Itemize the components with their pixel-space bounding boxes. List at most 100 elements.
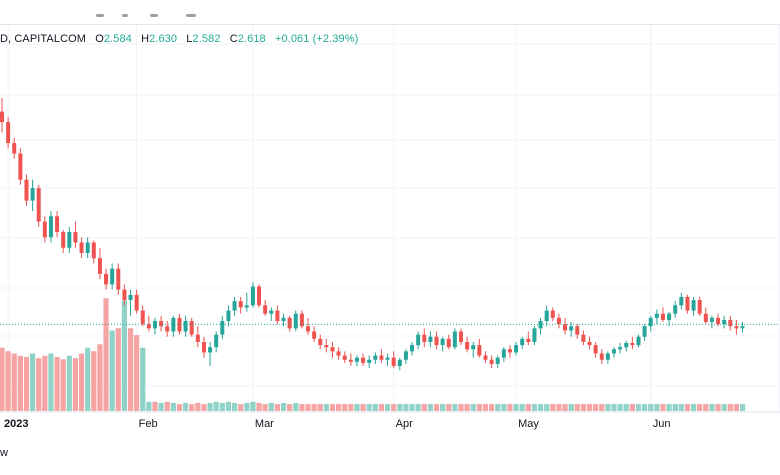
candle-body	[465, 341, 470, 350]
toolbar-icon[interactable]	[186, 14, 196, 17]
candle-body	[330, 347, 335, 352]
candle-body	[232, 301, 237, 311]
volume-bar	[440, 404, 446, 411]
volume-bar	[348, 404, 354, 411]
volume-bar	[697, 404, 703, 411]
volume-bar	[519, 404, 525, 411]
volume-bar	[489, 404, 495, 411]
volume-bar	[415, 404, 421, 411]
candle-body	[648, 317, 653, 327]
volume-bar	[207, 402, 213, 411]
candle-body	[67, 232, 72, 248]
volume-bar	[568, 404, 574, 411]
volume-bar	[287, 404, 293, 411]
candle-body	[654, 313, 659, 318]
candle-body	[153, 321, 157, 329]
candle-body	[514, 345, 519, 353]
volume-bar	[384, 404, 391, 411]
candle-body	[183, 321, 188, 332]
candle-body	[140, 310, 145, 325]
volume-bar	[201, 404, 207, 411]
ohlc-legend: D, CAPITALCOM O2.584 H2.630 L2.582 C2.61…	[0, 33, 358, 45]
candle-body	[618, 347, 623, 350]
candle-body	[477, 345, 482, 356]
volume-bar	[378, 404, 385, 411]
volume-bar	[660, 404, 666, 411]
volume-bar	[537, 404, 544, 411]
volume-bar	[678, 404, 684, 411]
candle-body	[642, 326, 647, 337]
candle-body	[605, 353, 610, 360]
volume-bar	[183, 402, 189, 411]
candle-body	[361, 357, 366, 363]
candle-body	[483, 355, 488, 360]
volume-bar	[635, 404, 642, 411]
candle-body	[397, 359, 402, 367]
candle-body	[42, 221, 47, 238]
candle-body	[544, 310, 549, 322]
volume-bar	[391, 404, 397, 411]
candle-body	[275, 310, 280, 322]
volume-bar	[709, 404, 715, 411]
volume-bar	[311, 404, 317, 411]
candle-body	[250, 286, 255, 306]
candle-body	[159, 321, 164, 327]
volume-bar	[170, 402, 176, 411]
candle-body	[134, 294, 139, 311]
candle-body	[238, 301, 243, 308]
toolbar-icon[interactable]	[150, 14, 158, 17]
candle-body	[581, 334, 586, 342]
toolbar-icon[interactable]	[122, 14, 128, 17]
volume-bar	[336, 404, 342, 411]
volume-bar	[703, 404, 709, 411]
legend-symbol[interactable]: D, CAPITALCOM	[0, 33, 87, 45]
legend-change: +0.061 (+2.39%)	[274, 33, 359, 45]
volume-bar	[152, 401, 158, 411]
volume-bar	[721, 404, 727, 411]
candle-body	[593, 345, 598, 354]
volume-bar	[544, 404, 550, 411]
volume-bar	[0, 347, 5, 411]
candle-body	[471, 345, 476, 350]
volume-bar	[623, 404, 629, 411]
footer-text: w	[0, 447, 8, 459]
candle-body	[312, 331, 317, 339]
candle-body	[550, 310, 555, 318]
candle-body	[146, 324, 151, 329]
candle-body	[630, 343, 635, 346]
candle-body	[673, 305, 678, 314]
candle-body	[734, 326, 739, 329]
volume-bar	[446, 404, 452, 411]
volume-bar	[666, 404, 672, 411]
candle-body	[165, 326, 170, 332]
toolbar-icon[interactable]	[96, 14, 104, 17]
legend-open-value: 2.584	[103, 33, 132, 45]
volume-bar	[617, 404, 623, 411]
volume-bar	[54, 356, 60, 411]
candle-body	[189, 321, 194, 335]
volume-bar	[72, 358, 79, 411]
candle-body	[257, 286, 262, 306]
candle-body	[556, 317, 561, 325]
candle-body	[446, 338, 451, 348]
candle-body	[575, 326, 580, 335]
candle-body	[336, 351, 341, 356]
volume-bar	[91, 351, 97, 411]
volume-bar	[231, 402, 238, 411]
volume-bar	[397, 404, 403, 411]
legend-close-value: 2.618	[237, 33, 266, 45]
candle-body	[740, 326, 745, 329]
candle-body	[667, 313, 672, 320]
candle-body	[526, 338, 531, 342]
candle-body	[569, 326, 574, 331]
candle-body	[214, 334, 219, 348]
candle-body	[428, 336, 433, 342]
volume-bar	[134, 335, 140, 411]
candle-body	[599, 353, 604, 360]
legend-open-label: O	[95, 33, 104, 45]
legend-low-value: 2.582	[192, 33, 221, 45]
volume-bar	[593, 404, 599, 411]
candle-body	[679, 296, 684, 306]
